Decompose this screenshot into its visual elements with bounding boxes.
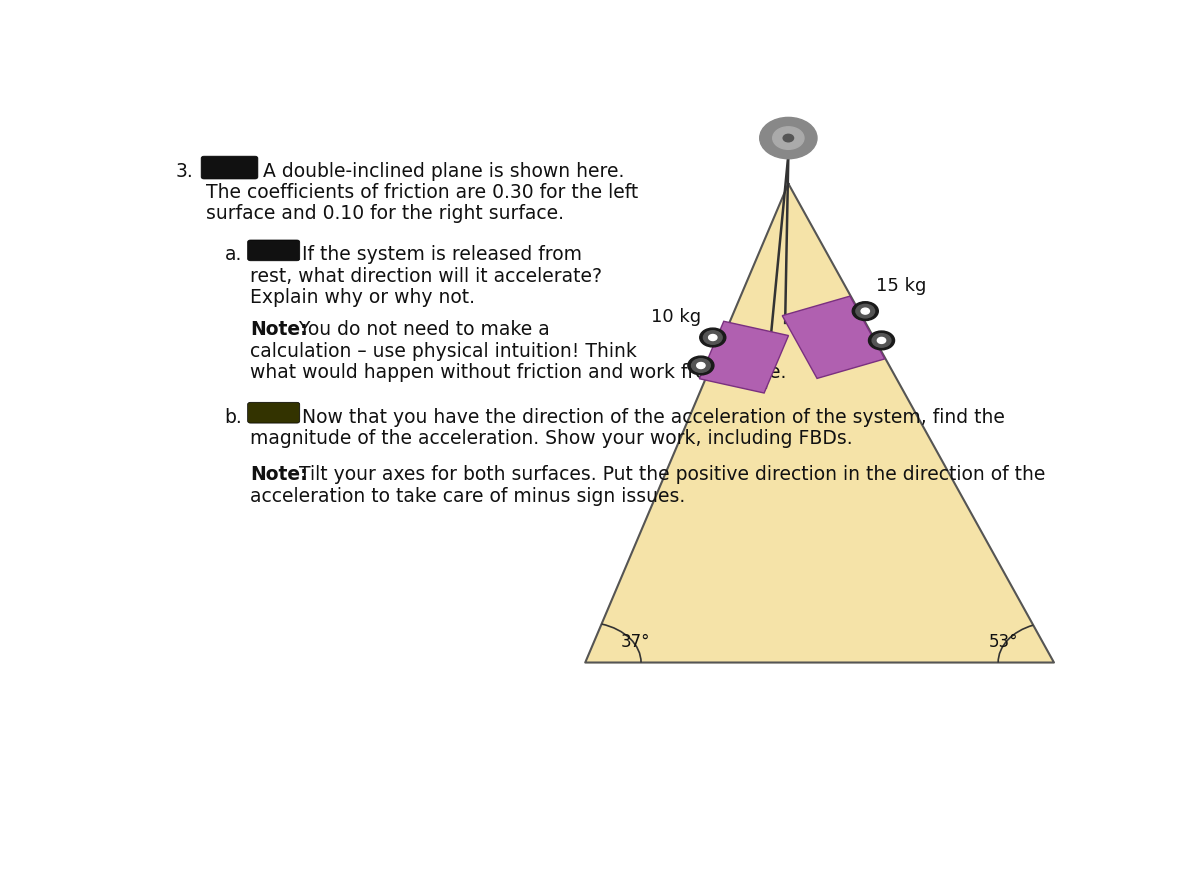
Circle shape [697, 362, 706, 368]
Text: Now that you have the direction of the acceleration of the system, find the: Now that you have the direction of the a… [301, 408, 1004, 427]
Circle shape [760, 118, 817, 159]
Polygon shape [700, 321, 788, 393]
Circle shape [872, 334, 890, 348]
Text: Note:: Note: [251, 465, 308, 484]
Text: magnitude of the acceleration. Show your work, including FBDs.: magnitude of the acceleration. Show your… [251, 429, 853, 448]
Text: 15 kg: 15 kg [876, 277, 926, 295]
Circle shape [784, 134, 793, 142]
Text: 3.: 3. [176, 161, 193, 180]
Text: A double-inclined plane is shown here.: A double-inclined plane is shown here. [264, 161, 625, 180]
Text: calculation – use physical intuition! Think: calculation – use physical intuition! Th… [251, 342, 637, 361]
Text: surface and 0.10 for the right surface.: surface and 0.10 for the right surface. [206, 205, 564, 224]
Text: Explain why or why not.: Explain why or why not. [251, 288, 475, 307]
Circle shape [877, 337, 886, 343]
Polygon shape [586, 184, 1054, 663]
Text: Tilt your axes for both surfaces. Put the positive direction in the direction of: Tilt your axes for both surfaces. Put th… [293, 465, 1045, 484]
Text: Note:: Note: [251, 321, 308, 340]
Circle shape [691, 359, 710, 372]
Text: a.: a. [224, 246, 241, 265]
Circle shape [869, 331, 894, 350]
Text: what would happen without friction and work from there.: what would happen without friction and w… [251, 363, 787, 382]
Text: You do not need to make a: You do not need to make a [293, 321, 550, 340]
Circle shape [688, 356, 714, 375]
Text: 53°: 53° [989, 633, 1019, 652]
Text: 10 kg: 10 kg [652, 308, 701, 327]
Circle shape [703, 331, 722, 344]
Polygon shape [782, 296, 884, 378]
Circle shape [709, 334, 716, 341]
Text: If the system is released from: If the system is released from [301, 246, 582, 265]
Circle shape [856, 304, 875, 318]
Circle shape [773, 127, 804, 149]
Text: rest, what direction will it accelerate?: rest, what direction will it accelerate? [251, 267, 602, 286]
Circle shape [852, 301, 878, 321]
Text: The coefficients of friction are 0.30 for the left: The coefficients of friction are 0.30 fo… [206, 183, 638, 202]
Circle shape [862, 308, 870, 314]
Text: b.: b. [224, 408, 242, 427]
Text: 37°: 37° [620, 633, 650, 652]
Circle shape [700, 328, 726, 347]
FancyBboxPatch shape [247, 240, 300, 260]
Text: acceleration to take care of minus sign issues.: acceleration to take care of minus sign … [251, 487, 685, 506]
FancyBboxPatch shape [202, 156, 258, 179]
FancyBboxPatch shape [247, 402, 300, 423]
